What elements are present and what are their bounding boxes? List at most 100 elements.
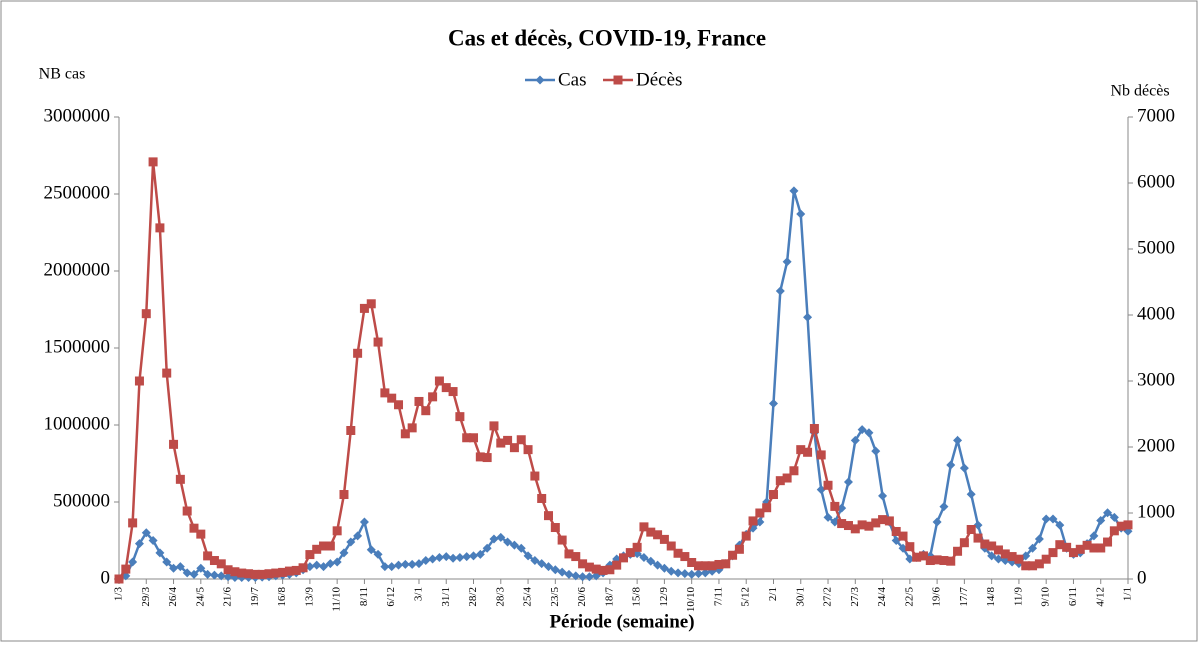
data-point [175,562,185,572]
data-point [1089,543,1099,553]
x-tick-label: 12/9 [658,587,670,607]
data-point [714,559,724,569]
data-point [1000,549,1010,559]
data-point [114,574,124,584]
data-point [209,556,219,566]
data-point [734,544,744,554]
data-point [189,523,199,533]
data-point [803,447,813,457]
data-point [489,534,499,544]
legend-label: Cas [558,69,587,90]
data-point [700,561,710,571]
data-point [1048,548,1058,558]
data-point [169,439,179,449]
data-point [857,520,867,530]
data-point [353,348,363,358]
data-point [387,393,397,403]
data-point [1116,521,1126,531]
data-point [291,565,301,575]
data-point [653,530,663,540]
data-point [687,558,697,567]
x-tick-label: 27/2 [822,587,834,607]
data-point [319,541,329,551]
data-point [503,537,513,547]
data-point [939,502,949,512]
data-point [366,545,376,555]
data-point [537,559,547,569]
data-point [489,421,499,431]
data-point [1075,544,1085,554]
data-point [332,557,342,567]
legend-label: Décès [636,69,682,90]
data-point [782,473,792,483]
y-tick-label: 2000000 [44,259,111,280]
data-point [400,559,410,569]
data-point [373,549,383,559]
data-point [823,512,833,522]
data-point [871,518,881,528]
x-tick-label: 17/7 [958,587,970,607]
data-point [380,562,390,572]
data-point [141,309,151,319]
data-point [796,445,806,455]
data-point [1021,551,1031,561]
data-point [598,565,608,575]
data-point [768,398,778,408]
data-point [523,551,533,561]
data-point [843,477,853,487]
x-tick-label: 25/4 [522,587,534,607]
data-point [196,529,206,539]
data-point [169,563,179,573]
data-point [448,553,458,563]
data-point [782,257,792,267]
x-tick-label: 24/5 [194,587,206,607]
data-point [571,552,581,562]
data-point [462,433,472,443]
data-point [884,516,894,526]
data-point [953,435,963,445]
data-point [741,531,751,541]
data-point [789,466,799,476]
data-point [755,517,765,527]
x-tick-label: 26/4 [167,587,179,607]
data-point [993,545,1003,555]
data-point [209,570,219,580]
data-point [421,556,431,566]
data-point [666,566,676,576]
x-tick-label: 13/9 [303,587,315,607]
data-point [1041,554,1051,564]
data-point [584,572,594,582]
data-point [1034,559,1044,569]
data-point [503,435,513,445]
data-point [973,533,983,543]
data-point [857,425,867,435]
data-point [925,556,935,566]
data-point [898,531,908,541]
data-point [305,550,315,560]
data-point [496,438,506,448]
data-point [946,460,956,470]
y-tick-label: 500000 [53,490,110,511]
data-point [639,552,649,562]
x-tick-label: 3/1 [413,587,425,601]
data-point [673,548,683,558]
data-point [959,538,969,548]
x-tick-label: 24/4 [876,587,888,607]
data-point [414,559,424,569]
legend-marker [613,75,623,85]
data-point [680,552,690,562]
data-point [905,554,915,564]
data-point [564,569,574,579]
data-point [659,534,669,544]
data-point [809,424,819,434]
data-point [455,552,465,562]
data-point [693,561,703,571]
data-point [1096,543,1106,553]
data-point [816,485,826,495]
data-point [632,542,642,552]
data-point [837,503,847,513]
data-point [578,559,588,569]
data-point [659,563,669,573]
data-point [196,563,206,573]
data-point [748,516,758,526]
